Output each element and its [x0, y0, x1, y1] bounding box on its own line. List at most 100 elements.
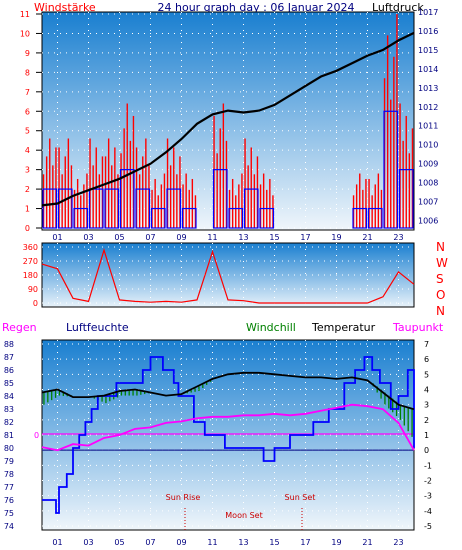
temperature-y-tick: -3 [424, 492, 432, 501]
temperature-y-tick: -2 [424, 477, 432, 486]
x-tick-bottom: 07 [145, 538, 155, 547]
compass-n-top: N [436, 240, 445, 254]
temperature-y-tick: 3 [424, 401, 429, 410]
x-tick-top: 19 [331, 233, 341, 242]
x-tick-top: 23 [393, 233, 403, 242]
wind-avg-bar [383, 110, 399, 229]
temperature-line [41, 371, 415, 411]
x-tick-top: 21 [362, 233, 372, 242]
wind-y-tick: 5 [25, 127, 30, 136]
x-tick-top: 15 [269, 233, 279, 242]
humidity-y-tick: 84 [4, 392, 14, 401]
x-tick-bottom: 01 [52, 538, 62, 547]
graph-title: 24 hour graph day : 06 Januar 2024 [158, 1, 355, 14]
wind-avg-bar [243, 188, 259, 229]
x-tick-bottom: 19 [331, 538, 341, 547]
wind-avg-bar [367, 207, 383, 229]
temperatur-label: Temperatur [311, 321, 376, 334]
temperature-y-tick: 7 [424, 340, 429, 349]
x-tick-top: 09 [176, 233, 186, 242]
pressure-y-tick: 1010 [418, 141, 438, 150]
windchill-label: Windchill [246, 321, 296, 334]
wind-y-tick: 0 [25, 224, 30, 233]
sun-set-label: Sun Set [285, 493, 316, 502]
pressure-y-tick: 1011 [418, 122, 438, 131]
sun-rise-label: Sun Rise [166, 493, 201, 502]
luftfeuchte-label: Luftfeuchte [66, 321, 129, 334]
x-tick-bottom: 03 [83, 538, 93, 547]
compass-labels: N W S O N [436, 240, 448, 318]
grid-dots [42, 12, 414, 530]
wind-avg-bar [42, 188, 58, 229]
wind-y-tick: 1 [25, 205, 30, 214]
temperature-y-tick: 5 [424, 370, 429, 379]
direction-line [41, 248, 415, 304]
pressure-y-tick: 1008 [418, 179, 438, 188]
wind-avg-bar [104, 188, 120, 229]
x-tick-bottom: 11 [207, 538, 217, 547]
temperature-y-tick: -4 [424, 507, 432, 516]
direction-y-tick: 180 [23, 271, 38, 280]
temperature-y-tick: 4 [424, 386, 429, 395]
humidity-y-tick: 74 [4, 522, 14, 531]
direction-y-tick: 0 [33, 299, 38, 308]
wind-avg-bar [228, 207, 244, 229]
temperature-y-tick: 0 [424, 446, 429, 455]
wind-avg-bar [166, 188, 182, 229]
direction-y-tick: 90 [28, 285, 38, 294]
pressure-y-tick: 1006 [418, 217, 438, 226]
wind-avg-bar [57, 188, 73, 229]
temperature-y-tick: 2 [424, 416, 429, 425]
axis-labels: 0123456789101110061007100810091010101110… [4, 8, 439, 547]
x-tick-top: 07 [145, 233, 155, 242]
temperature-y-tick: -1 [424, 461, 432, 470]
pressure-y-tick: 1012 [418, 103, 438, 112]
humidity-y-tick: 88 [4, 340, 14, 349]
pressure-y-tick: 1016 [418, 27, 438, 36]
dewpoint-line [41, 403, 415, 452]
wind-y-tick: 9 [25, 49, 30, 58]
top-panel [41, 11, 415, 231]
compass-w: W [436, 256, 448, 270]
taupunkt-label: Taupunkt [392, 321, 444, 334]
direction-y-tick: 360 [23, 243, 38, 252]
regen-zero-label: 0 [34, 431, 39, 440]
x-tick-bottom: 21 [362, 538, 372, 547]
pressure-y-tick: 1017 [418, 8, 438, 17]
regen-label: Regen [2, 321, 37, 334]
x-tick-top: 05 [114, 233, 124, 242]
humidity-y-tick: 76 [4, 496, 14, 505]
x-tick-top: 01 [52, 233, 62, 242]
temperature-y-tick: -5 [424, 522, 432, 531]
pressure-y-tick: 1007 [418, 198, 438, 207]
wind-avg-bar [150, 207, 166, 229]
pressure-y-tick: 1014 [418, 65, 438, 74]
wind-avg-bar [119, 169, 135, 229]
compass-o: O [436, 288, 445, 302]
humidity-line [42, 356, 415, 514]
wind-avg-bar [212, 169, 228, 229]
compass-s: S [436, 272, 444, 286]
wind-y-tick: 2 [25, 185, 30, 194]
humidity-y-tick: 77 [4, 483, 14, 492]
wind-avg-bar [352, 207, 368, 229]
humidity-y-tick: 83 [4, 405, 14, 414]
humidity-y-tick: 87 [4, 353, 14, 362]
pressure-title: Luftdruck [372, 1, 424, 14]
wind-avg-bar [259, 207, 275, 229]
wind-avg-bar [88, 188, 104, 229]
pressure-y-tick: 1013 [418, 84, 438, 93]
wind-y-tick: 3 [25, 166, 30, 175]
humidity-y-tick: 81 [4, 431, 14, 440]
x-tick-bottom: 09 [176, 538, 186, 547]
moon-set-label: Moon Set [225, 511, 262, 520]
humidity-y-tick: 78 [4, 470, 14, 479]
direction-y-tick: 270 [23, 257, 38, 266]
humidity-y-tick: 79 [4, 457, 14, 466]
wind-avg-bar [398, 169, 414, 229]
wind-avg-bar [181, 207, 197, 229]
humidity-y-tick: 82 [4, 418, 14, 427]
compass-n-bottom: N [436, 304, 445, 318]
x-tick-top: 03 [83, 233, 93, 242]
